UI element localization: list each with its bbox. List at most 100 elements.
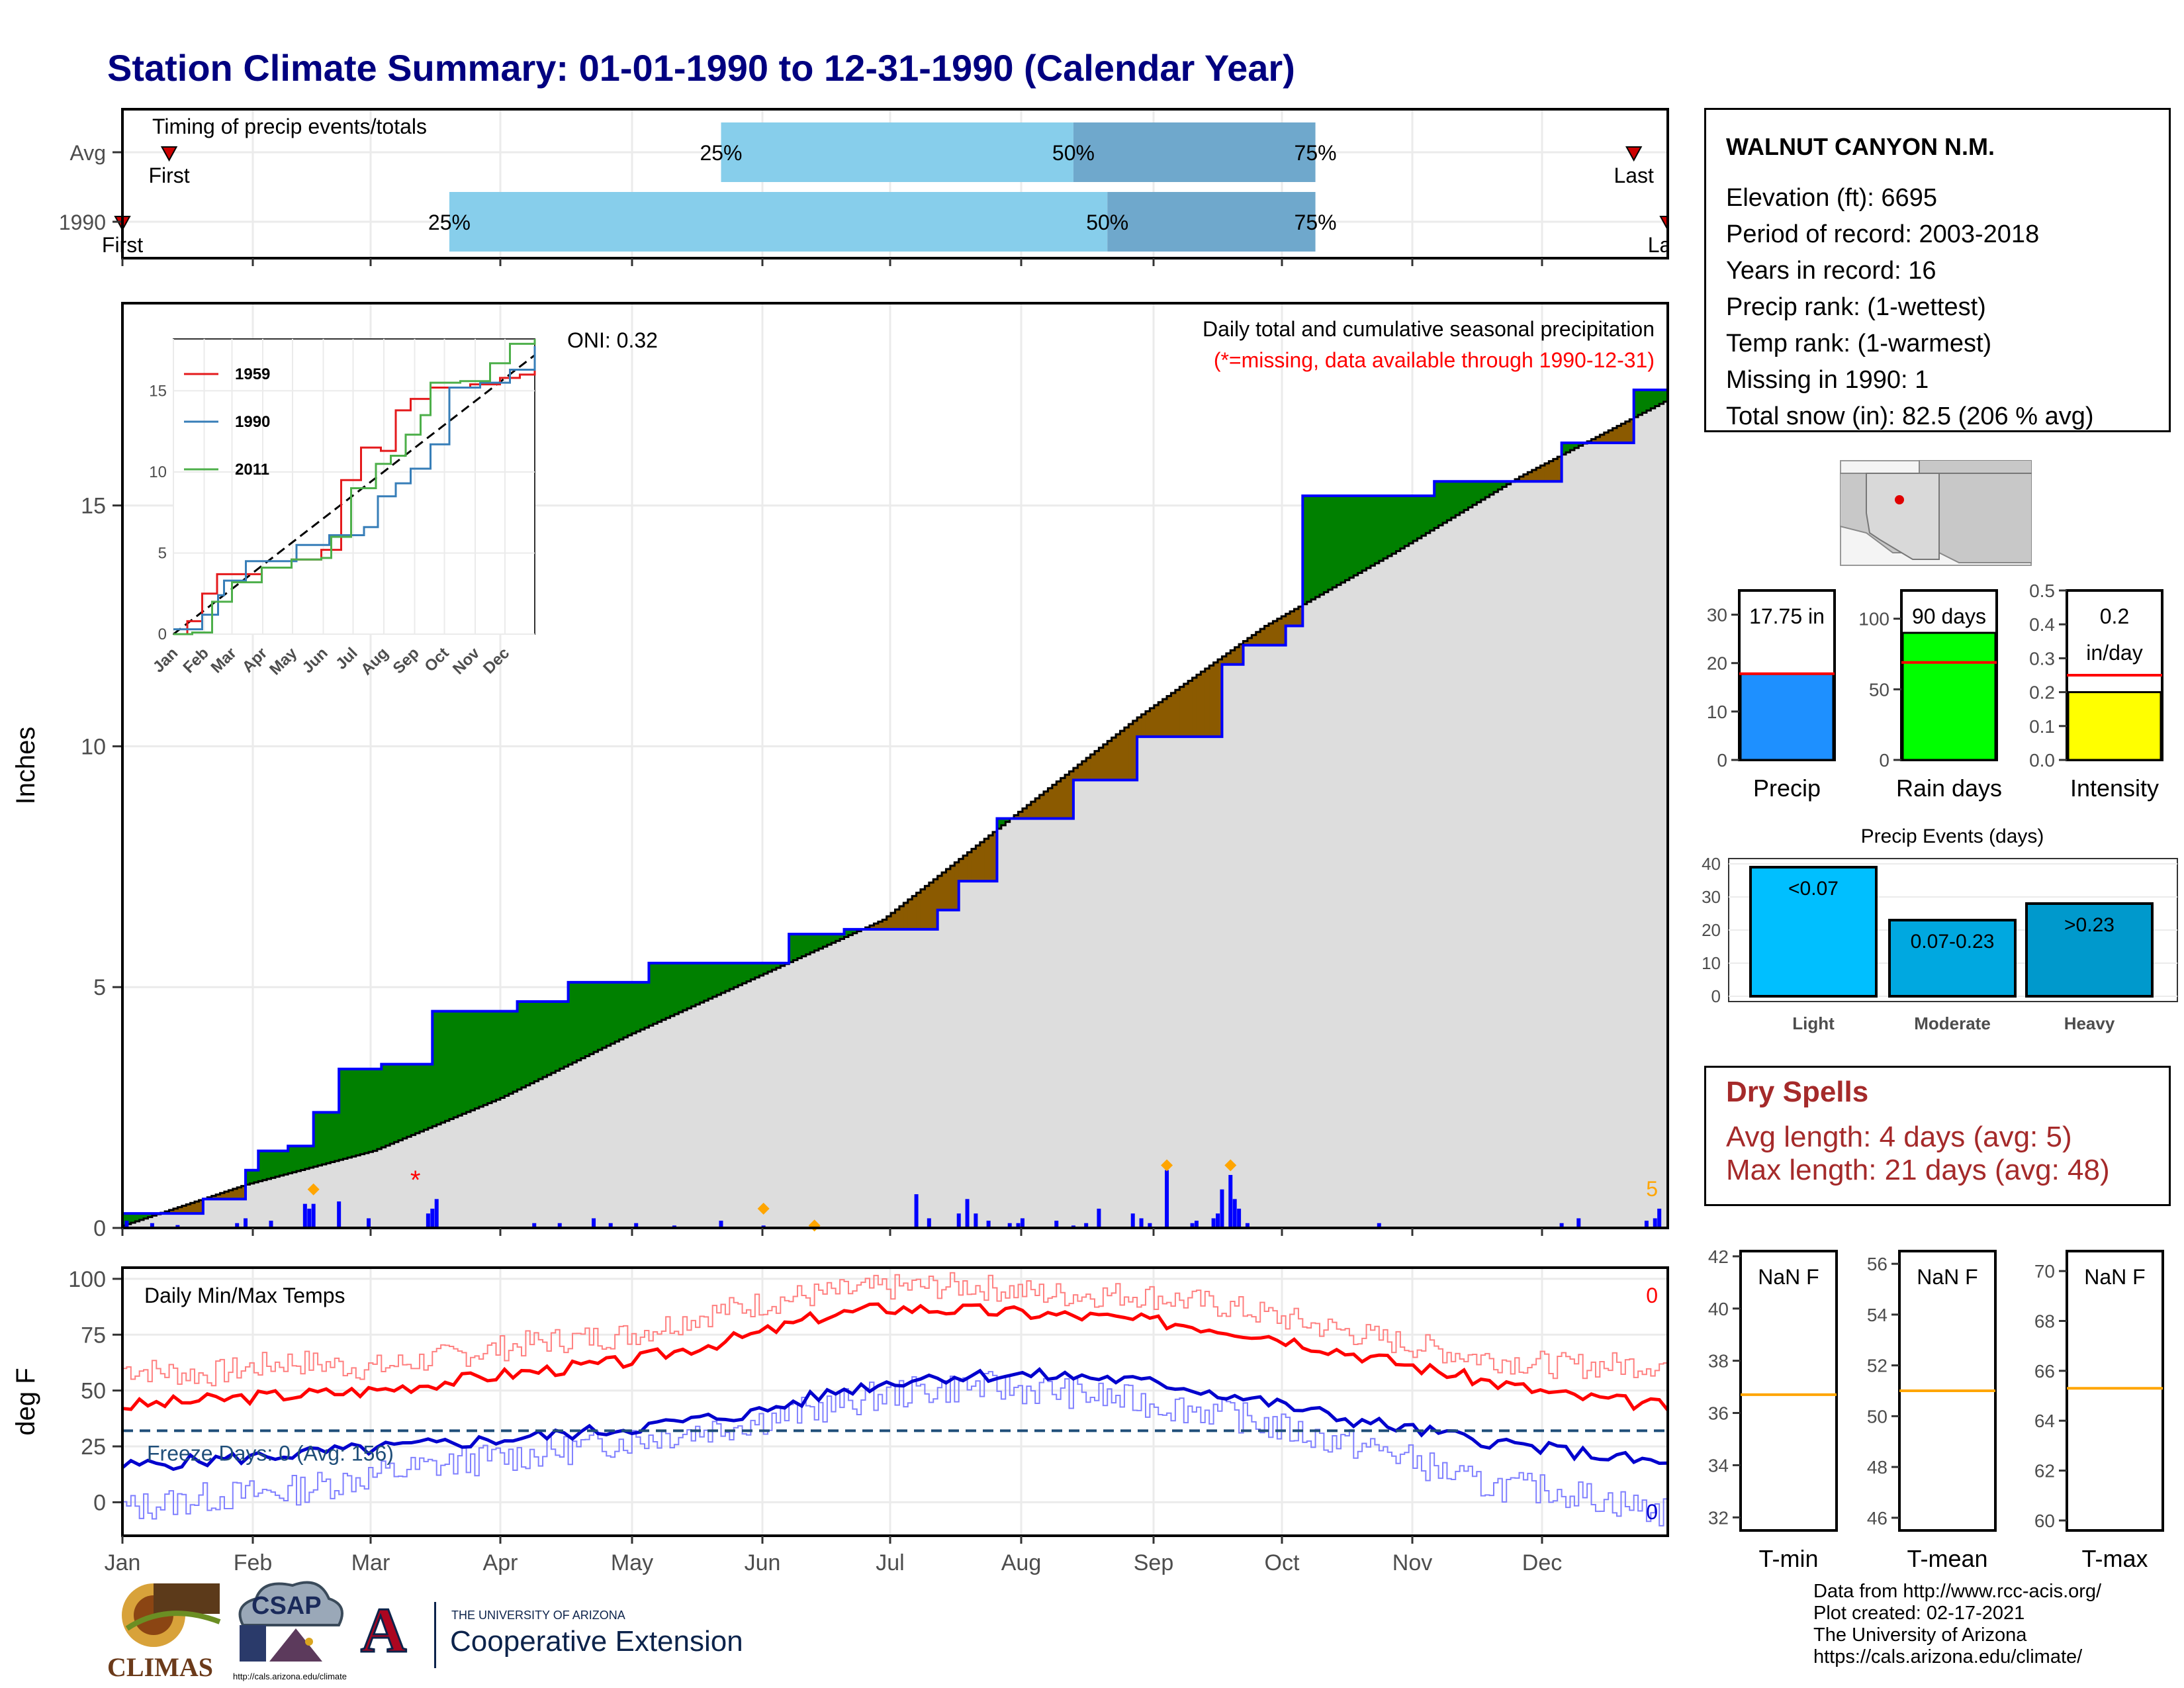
- month-label: Dec: [1522, 1550, 1562, 1575]
- precip-above-normal: [568, 982, 573, 1065]
- precip-below-normal: [1120, 731, 1125, 780]
- precip-above-normal: [381, 1064, 387, 1148]
- precip-below-normal: [1158, 702, 1163, 737]
- precip-below-normal: [895, 910, 900, 929]
- precip-above-normal: [725, 962, 730, 992]
- precip-above-normal: [347, 1068, 353, 1158]
- precip-event-mark: [1224, 1159, 1237, 1172]
- precip-below-normal: [1531, 469, 1537, 482]
- precip-above-normal: [1477, 481, 1482, 502]
- precip-above-normal: [1392, 496, 1397, 554]
- precip-above-normal: [733, 962, 739, 988]
- precip-above-normal: [126, 1213, 132, 1225]
- timing-clip-right: [1669, 99, 1681, 271]
- precip-below-normal: [1065, 774, 1070, 819]
- precip-above-normal: [478, 1011, 484, 1107]
- precip-below-normal: [1048, 788, 1053, 819]
- precip-above-normal: [797, 934, 802, 959]
- dry-spells-avg: Avg length: 4 days (avg: 5): [1726, 1121, 2072, 1153]
- timing-bar-50-75: [1073, 122, 1316, 182]
- precip-daily-bar: [1216, 1213, 1220, 1228]
- precip-below-normal: [1209, 665, 1214, 737]
- precip-above-normal: [776, 962, 781, 968]
- precip-below-normal: [177, 1207, 183, 1214]
- precip-above-normal: [428, 1064, 433, 1128]
- precip-above-normal: [610, 982, 615, 1044]
- temp-gauge-label: T-min: [1759, 1545, 1819, 1572]
- timing-bar-25-50: [721, 122, 1073, 182]
- precip-below-normal: [1226, 653, 1231, 665]
- month-label: Oct: [1265, 1550, 1300, 1575]
- gauge-bar: [1739, 673, 1835, 761]
- precip-above-normal: [364, 1068, 369, 1153]
- precip-below-normal: [1201, 671, 1206, 737]
- temps-panel: 0 25 50 75 100 deg F Freeze Days: 0 (Avg: 156)…: [11, 1266, 1669, 1575]
- precip-above-normal: [1408, 496, 1414, 543]
- precip-below-normal: [1621, 424, 1626, 444]
- precip-event-mark: [1161, 1159, 1173, 1172]
- gauge-value-label: 90 days: [1912, 604, 1986, 628]
- precip-below-normal: [1612, 428, 1617, 444]
- temp-gauge-ytick-label: 66: [2034, 1361, 2055, 1382]
- temps-freeze-label: Freeze Days: 0 (Avg: 156): [147, 1441, 394, 1465]
- precip-above-normal: [1370, 496, 1375, 566]
- precip-above-normal: [525, 1002, 531, 1086]
- precip-below-normal: [946, 868, 951, 910]
- precip-above-normal: [394, 1064, 399, 1143]
- temp-gauge-ytick-label: 54: [1867, 1305, 1888, 1325]
- precip-daily-bar: [1657, 1208, 1662, 1228]
- precip-above-normal: [1319, 496, 1324, 595]
- precip-daily-bar: [307, 1208, 312, 1228]
- month-label: Jun: [745, 1550, 781, 1575]
- precip-below-normal: [1124, 727, 1129, 780]
- precip-daily-bar: [1054, 1221, 1059, 1228]
- precip-below-normal: [1073, 768, 1078, 780]
- station-period: Period of record: 2003-2018: [1726, 220, 2040, 248]
- credit-university: The University of Arizona: [1813, 1624, 2027, 1646]
- precip-above-normal: [1472, 481, 1477, 505]
- precip-daily-bar: [956, 1213, 961, 1228]
- precip-frame: [121, 302, 1669, 1229]
- csap-logo: CSAP http://cals.arizona.edu/climate: [233, 1579, 347, 1688]
- precip-above-normal: [1353, 496, 1359, 576]
- precip-above-normal: [258, 1150, 263, 1182]
- precip-below-normal: [907, 899, 913, 929]
- climas-logo-text: CLIMAS: [107, 1652, 214, 1682]
- precip-above-normal: [789, 934, 794, 962]
- precip-above-normal: [462, 1011, 467, 1114]
- precip-below-normal: [1536, 467, 1541, 482]
- precip-above-normal: [1375, 496, 1380, 563]
- precip-above-normal: [275, 1150, 280, 1177]
- precip-daily-bar: [1228, 1174, 1233, 1228]
- precip-above-normal: [436, 1011, 441, 1125]
- precip-above-normal: [555, 1002, 561, 1071]
- precip-above-normal: [551, 1002, 556, 1073]
- precip-below-normal: [1608, 430, 1614, 444]
- events-ytick-label: 0: [1711, 986, 1721, 1006]
- precip-above-normal: [589, 982, 594, 1055]
- events-bar-label: >0.23: [2064, 914, 2115, 936]
- precip-above-normal: [262, 1150, 267, 1180]
- precip-below-normal: [1022, 808, 1027, 819]
- precip-above-normal: [1659, 389, 1664, 404]
- precip-above-normal: [1336, 496, 1342, 585]
- precip-above-normal: [283, 1150, 289, 1175]
- precip-above-normal: [835, 934, 841, 941]
- precip-above-normal: [674, 962, 679, 1014]
- precip-below-normal: [933, 879, 938, 929]
- precip-daily-bar: [965, 1199, 970, 1228]
- precip-below-normal: [878, 921, 883, 929]
- precip-above-normal: [432, 1011, 437, 1127]
- precip-below-normal: [1141, 714, 1146, 737]
- precip-above-normal: [1655, 389, 1660, 406]
- timing-p50-label: 50%: [1052, 141, 1095, 165]
- ua-divider: [434, 1602, 436, 1668]
- precip-above-normal: [517, 1002, 522, 1090]
- precip-above-normal: [504, 1011, 510, 1096]
- precip-above-normal: [721, 962, 726, 993]
- precip-below-normal: [891, 913, 896, 929]
- gauge-label: Rain days: [1896, 774, 2002, 802]
- climas-logo: CLIMAS: [107, 1575, 226, 1688]
- events-bar: [2025, 902, 2154, 998]
- precip-below-normal: [220, 1193, 225, 1199]
